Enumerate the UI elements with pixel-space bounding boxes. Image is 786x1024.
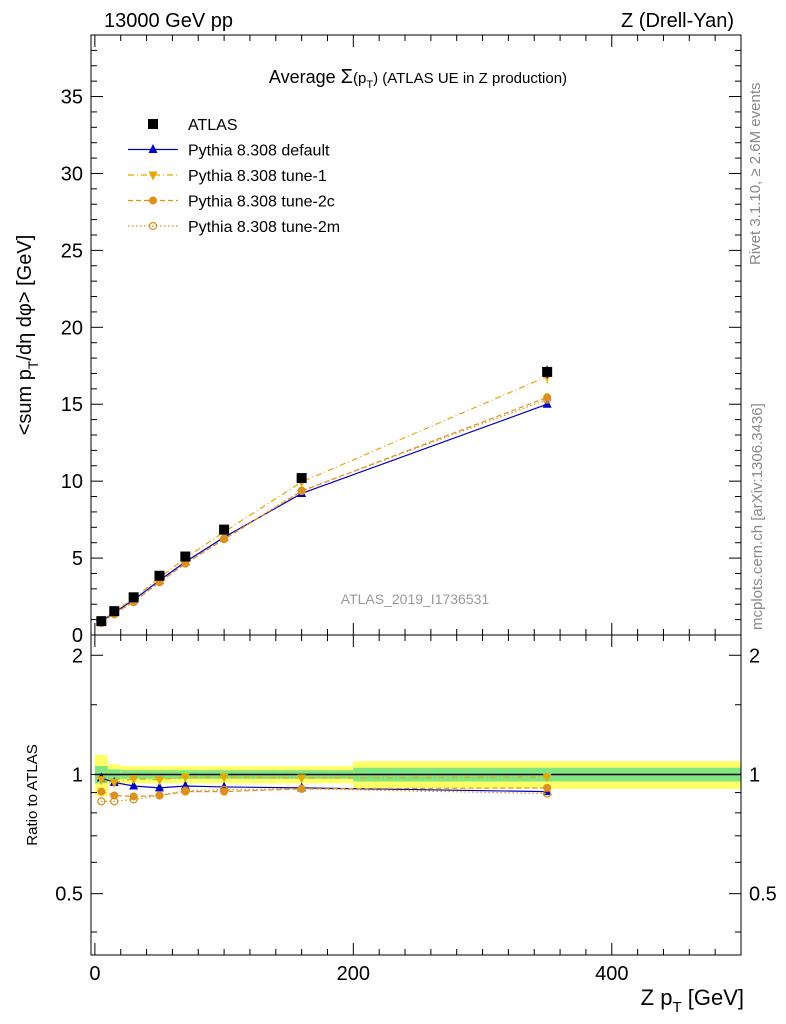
- mcplots-label: mcplots.cern.ch [arXiv:1306.3436]: [749, 403, 766, 630]
- data-point: [109, 606, 120, 617]
- ratio-line: [101, 777, 548, 793]
- data-point: [297, 486, 306, 495]
- x-tick-label: 200: [337, 963, 370, 985]
- ratio-point: [219, 785, 229, 794]
- ratio-axes-layer: 0.5 0.5 1 1 2 2 0 200 400: [55, 635, 777, 985]
- analysis-id: ATLAS_2019_I1736531: [341, 591, 490, 607]
- main-y-tick-label: 25: [61, 240, 83, 262]
- chart-title: Average Σ(pT) (ATLAS UE in Z production): [269, 66, 567, 91]
- series-pythia-8-308-tune-1: [96, 369, 552, 628]
- legend-label: Pythia 8.308 tune-2c: [188, 194, 335, 211]
- x-tick-label: 0: [89, 963, 100, 985]
- data-point: [543, 395, 552, 404]
- ratio-panel: 0.5 0.5 1 1 2 2 0 200 400 Ratio to ATLAS Z pT [G…: [24, 634, 777, 1016]
- main-y-tick-label: 0: [72, 625, 83, 647]
- ratio-point: [297, 774, 307, 784]
- ratio-point: [110, 797, 119, 806]
- legend-marker: [148, 144, 158, 153]
- ratio-point: [543, 789, 552, 798]
- ratio-y-tick-label: 1: [72, 764, 83, 786]
- ratio-point: [297, 784, 306, 793]
- main-y-tick-label: 10: [61, 471, 83, 493]
- ratio-point: [220, 787, 229, 796]
- ratio-y-tick-label: 2: [72, 645, 83, 667]
- ratio-point: [129, 780, 139, 790]
- ratio-y-tick-label-right: 0.5: [749, 884, 777, 906]
- ratio-y-axis-label: Ratio to ATLAS: [24, 744, 41, 845]
- data-point: [219, 534, 229, 543]
- ratio-y-tick-label-right: 2: [749, 645, 760, 667]
- legend-label: Pythia 8.308 tune-2m: [188, 219, 340, 236]
- legend: ATLAS Pythia 8.308 default Pythia 8.308 tu…: [128, 117, 340, 236]
- legend-marker: [148, 221, 158, 231]
- ratio-line: [101, 787, 548, 798]
- legend-marker: [149, 196, 157, 205]
- ratio-point: [542, 773, 552, 783]
- data-point: [180, 551, 191, 562]
- main-y-tick-label: 15: [61, 394, 83, 416]
- ratio-point: [97, 787, 106, 796]
- main-y-axis-label: <sum pT/dη dφ> [GeV]: [14, 235, 41, 436]
- ratio-point: [219, 773, 229, 783]
- main-y-tick-label: 30: [61, 163, 83, 185]
- ratio-point: [181, 786, 190, 795]
- ratio-point: [110, 791, 119, 800]
- series-atlas: [96, 365, 553, 627]
- ratio-point: [155, 791, 164, 800]
- legend-item: Pythia 8.308 tune-2m: [128, 219, 340, 236]
- data-point: [219, 524, 230, 535]
- main-y-tick-label: 35: [61, 87, 83, 109]
- ratio-point: [129, 795, 138, 804]
- legend-item: Pythia 8.308 tune-1: [128, 168, 327, 185]
- legend-item: ATLAS: [148, 117, 238, 134]
- ratio-point: [154, 776, 164, 786]
- main-panel: 0 5 10 15 20 25 30 35 Average Σ(pT) (ATLAS UE i…: [14, 34, 742, 647]
- legend-label: ATLAS: [188, 117, 238, 134]
- ratio-point: [97, 797, 106, 806]
- main-series-layer: [96, 365, 553, 628]
- ratio-series-pythia-8-308-tune-2m: [97, 784, 552, 806]
- ratio-series-layer: [96, 772, 552, 806]
- data-point: [542, 366, 553, 377]
- series-line: [101, 396, 548, 623]
- energy-label: 13000 GeV pp: [104, 10, 233, 32]
- ratio-y-tick-label-right: 1: [749, 764, 760, 786]
- main-y-tick-label: 5: [72, 548, 83, 570]
- legend-marker: [148, 119, 158, 129]
- main-axes-layer: 0 5 10 15 20 25 30 35: [61, 34, 742, 647]
- data-point: [154, 570, 165, 581]
- data-point: [128, 592, 139, 603]
- ratio-point: [543, 783, 552, 792]
- legend-item: Pythia 8.308 default: [128, 143, 330, 160]
- legend-label: Pythia 8.308 tune-1: [188, 168, 327, 185]
- ratio-point: [129, 775, 139, 785]
- ratio-point: [154, 782, 164, 792]
- ratio-y-tick-label: 0.5: [55, 884, 83, 906]
- data-point: [296, 473, 307, 484]
- ratio-series-pythia-8-308-tune-1: [96, 772, 552, 788]
- data-point: [96, 616, 107, 627]
- rivet-label: Rivet 3.1.10, ≥ 2.6M events: [747, 83, 764, 266]
- process-label: Z (Drell-Yan): [621, 10, 734, 32]
- ratio-point: [109, 778, 119, 788]
- ratio-point: [180, 773, 190, 783]
- main-y-tick-label: 20: [61, 317, 83, 339]
- legend-item: Pythia 8.308 tune-2c: [128, 194, 335, 211]
- legend-marker: [148, 171, 158, 181]
- ratio-frame: [90, 634, 742, 956]
- x-tick-label: 400: [595, 963, 628, 985]
- series-line: [100, 375, 548, 623]
- ratio-point: [155, 791, 164, 800]
- legend-label: Pythia 8.308 default: [188, 143, 330, 160]
- series-line: [101, 399, 548, 624]
- x-axis-label: Z pT [GeV]: [641, 985, 744, 1016]
- ratio-line: [101, 776, 548, 783]
- series-line: [100, 403, 548, 622]
- ratio-point: [96, 776, 106, 786]
